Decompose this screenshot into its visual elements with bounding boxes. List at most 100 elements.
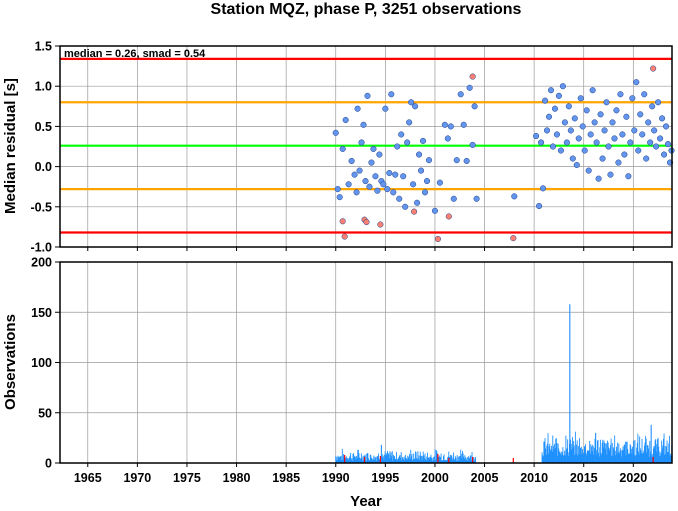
residual-point: [561, 119, 568, 126]
residual-point: [473, 195, 480, 202]
residual-point: [360, 121, 367, 128]
y-tick-label: 1.5: [35, 40, 52, 54]
residual-point: [581, 147, 588, 154]
x-tick-label: 1985: [272, 471, 300, 485]
residual-point: [423, 178, 431, 185]
outlier-point: [363, 219, 370, 226]
residual-point: [444, 135, 451, 142]
residual-point: [453, 157, 460, 164]
residual-point: [382, 105, 389, 112]
x-tick-label: 2015: [570, 471, 598, 485]
x-tick-label: 1980: [223, 471, 251, 485]
residual-point: [573, 161, 580, 169]
residual-point: [617, 91, 624, 98]
residual-point: [565, 103, 572, 110]
residual-point: [466, 84, 473, 91]
residual-point: [388, 91, 395, 98]
residual-point: [599, 155, 606, 162]
residual-point: [396, 195, 403, 202]
residual-point: [334, 186, 341, 193]
residual-point: [450, 195, 457, 202]
residual-point: [643, 155, 650, 162]
residual-point: [631, 127, 638, 134]
residual-point: [657, 135, 664, 142]
residual-point: [336, 194, 343, 201]
residual-point: [447, 123, 454, 130]
residual-point: [547, 87, 555, 94]
x-tick-label: 1965: [74, 471, 102, 485]
residual-point: [436, 179, 443, 186]
residual-point: [545, 113, 553, 120]
residual-point: [651, 127, 658, 134]
residual-point: [549, 143, 557, 150]
residual-point: [392, 171, 399, 178]
residual-point: [402, 203, 409, 210]
residual-point: [339, 145, 346, 152]
residual-point: [370, 145, 377, 152]
residual-point: [583, 107, 590, 114]
residual-point: [390, 189, 397, 196]
residual-point: [372, 173, 379, 180]
residual-point: [639, 131, 646, 138]
y-tick-label: -0.5: [30, 200, 52, 214]
outlier-point: [510, 235, 517, 242]
residual-point: [460, 121, 467, 128]
residual-point: [627, 139, 634, 146]
outlier-point: [411, 208, 418, 215]
y-tick-label: -1.0: [30, 241, 52, 255]
residual-point: [543, 127, 551, 134]
residual-point: [332, 129, 339, 136]
residual-point: [551, 105, 559, 112]
residual-point: [649, 103, 656, 110]
bottom-gridlines: [60, 261, 672, 464]
residual-point: [398, 131, 405, 138]
residual-point: [664, 141, 672, 148]
residual-point: [607, 171, 614, 178]
top-y-ticks: -1.0 -0.5 0.0 0.5 1.0 1.5: [30, 40, 634, 255]
bottom-y-axis-label: Observations: [2, 314, 19, 410]
residual-point: [354, 105, 361, 112]
observation-bars: [335, 304, 673, 463]
residual-point: [342, 116, 349, 124]
residual-point: [621, 151, 628, 158]
residual-point: [374, 187, 381, 194]
residual-point: [571, 115, 578, 122]
reference-lines: [60, 57, 672, 234]
residual-point: [591, 119, 598, 126]
residual-point: [619, 131, 626, 138]
residual-point: [431, 207, 438, 214]
y-tick-label: 200: [31, 256, 52, 270]
residual-point: [601, 127, 608, 134]
y-tick-label: 0: [45, 457, 52, 471]
residual-point: [345, 181, 352, 188]
residual-point: [541, 97, 549, 104]
residual-point: [563, 139, 570, 146]
residual-point: [633, 79, 640, 86]
y-tick-label: 150: [31, 306, 52, 320]
residual-point: [533, 132, 540, 140]
residual-point: [408, 99, 415, 106]
residual-point: [394, 143, 401, 150]
residual-point: [463, 157, 470, 165]
residual-point: [457, 91, 464, 98]
residual-point: [587, 131, 594, 138]
residual-point: [557, 147, 564, 154]
residual-point: [595, 175, 602, 182]
residual-point: [559, 83, 566, 90]
y-tick-label: 50: [38, 406, 52, 420]
residual-point: [384, 186, 391, 193]
residual-point: [376, 151, 383, 158]
residual-point: [386, 169, 393, 177]
x-tick-label: 2020: [619, 471, 647, 485]
residual-point: [635, 147, 642, 154]
residual-point: [536, 202, 543, 210]
residual-point: [637, 111, 644, 118]
residual-point: [364, 92, 371, 99]
residual-point: [540, 185, 547, 192]
residual-point: [511, 193, 518, 200]
residual-point: [577, 95, 584, 102]
residual-point: [412, 103, 419, 110]
residual-point: [553, 131, 560, 138]
residual-point: [623, 113, 630, 120]
